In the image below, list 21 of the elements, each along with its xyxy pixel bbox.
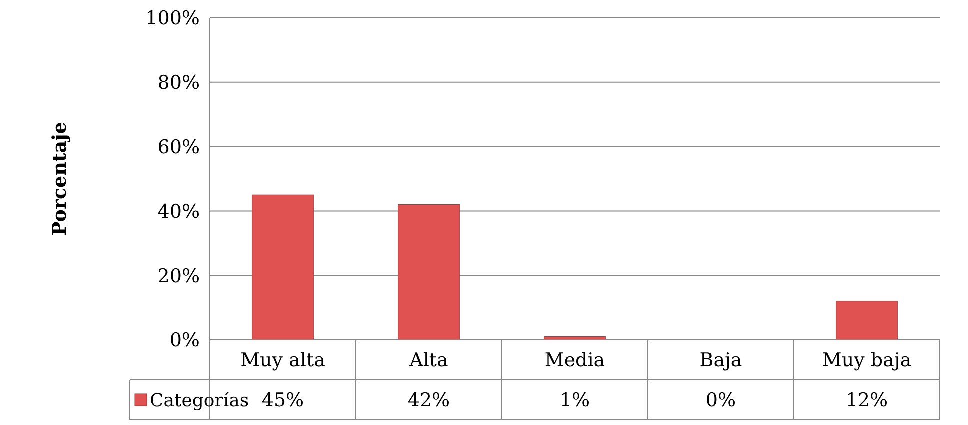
- y-tick-label: 100%: [146, 8, 200, 30]
- y-tick-label: 60%: [158, 136, 200, 158]
- x-tick-label: Muy baja: [822, 350, 912, 372]
- x-tick-label: Media: [544, 350, 606, 372]
- y-tick-label: 20%: [158, 265, 200, 288]
- y-axis-title: Porcentaje: [49, 122, 71, 236]
- bar: [836, 301, 898, 340]
- text: 0%: [706, 390, 736, 412]
- x-tick-label: Alta: [408, 350, 448, 372]
- legend-label: Categorías: [150, 390, 250, 412]
- y-tick-label: 80%: [158, 72, 200, 94]
- text: 45%: [262, 390, 304, 412]
- bar: [398, 204, 460, 340]
- x-tick-label: Baja: [700, 350, 742, 372]
- y-tick-label: 0%: [170, 330, 200, 352]
- text: 12%: [846, 390, 888, 412]
- x-tick-label: Muy alta: [240, 350, 326, 372]
- y-tick-label: 40%: [158, 200, 200, 223]
- text: 1%: [560, 390, 590, 412]
- bar: [252, 194, 314, 340]
- text: 42%: [408, 390, 450, 412]
